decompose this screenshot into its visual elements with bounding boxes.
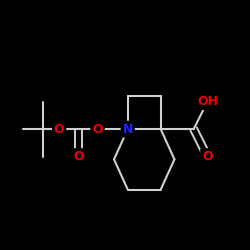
Text: OH: OH xyxy=(197,95,218,108)
Text: O: O xyxy=(92,122,103,136)
Text: O: O xyxy=(202,150,213,163)
Text: O: O xyxy=(73,150,84,163)
Text: N: N xyxy=(122,122,133,136)
Text: O: O xyxy=(54,122,64,136)
